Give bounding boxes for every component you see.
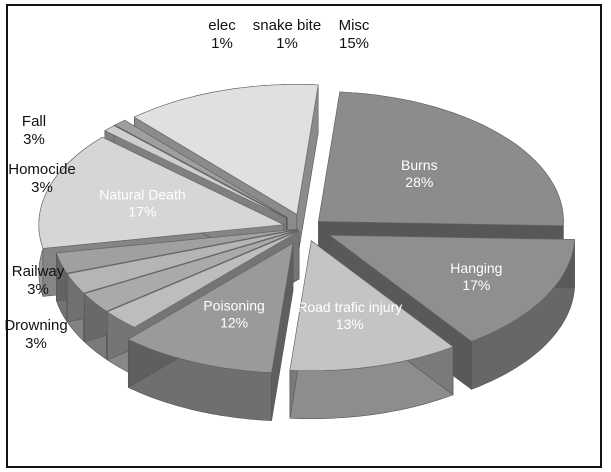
slice-homocide: [66, 229, 298, 294]
slice-road-trafic-injury: [289, 240, 454, 371]
slice-burns: [318, 91, 564, 227]
percent-railway: 3%: [27, 281, 49, 298]
percent-fall: 3%: [23, 131, 45, 148]
percent-elec: 1%: [211, 35, 233, 52]
pie-slice-tops: [38, 84, 575, 373]
label-elec: elec: [208, 17, 236, 34]
percent-homocide: 3%: [31, 179, 53, 196]
label-road-trafic-injury: Road trafic injury: [297, 299, 402, 315]
percent-road-trafic-injury: 13%: [336, 316, 364, 332]
label-burns: Burns: [401, 157, 438, 173]
label-drowning: Drowning: [4, 317, 67, 334]
slice-poisoning: [127, 242, 294, 373]
label-homocide: Homocide: [8, 161, 76, 178]
label-poisoning: Poisoning: [203, 298, 265, 314]
percent-burns: 28%: [405, 174, 433, 190]
slice-hanging: [328, 234, 575, 342]
percent-poisoning: 12%: [220, 315, 248, 331]
slice-snake-bite: [114, 119, 288, 218]
label-fall: Fall: [22, 113, 46, 130]
slice-fall: [55, 228, 298, 274]
slice-railway: [83, 230, 299, 312]
percent-snake-bite: 1%: [276, 35, 298, 52]
slice-drowning: [106, 230, 300, 328]
percent-misc: 15%: [339, 35, 369, 52]
label-natural-death: Natural Death: [99, 186, 185, 202]
percent-natural-death: 17%: [128, 203, 156, 219]
slice-misc: [133, 84, 319, 215]
label-railway: Railway: [12, 263, 65, 280]
slice-natural-death: [38, 136, 285, 249]
percent-hanging: 17%: [462, 277, 490, 293]
label-snake-bite: snake bite: [253, 17, 321, 34]
label-misc: Misc: [339, 17, 370, 34]
label-hanging: Hanging: [450, 260, 502, 276]
percent-drowning: 3%: [25, 335, 47, 352]
slice-elec: [104, 125, 287, 219]
